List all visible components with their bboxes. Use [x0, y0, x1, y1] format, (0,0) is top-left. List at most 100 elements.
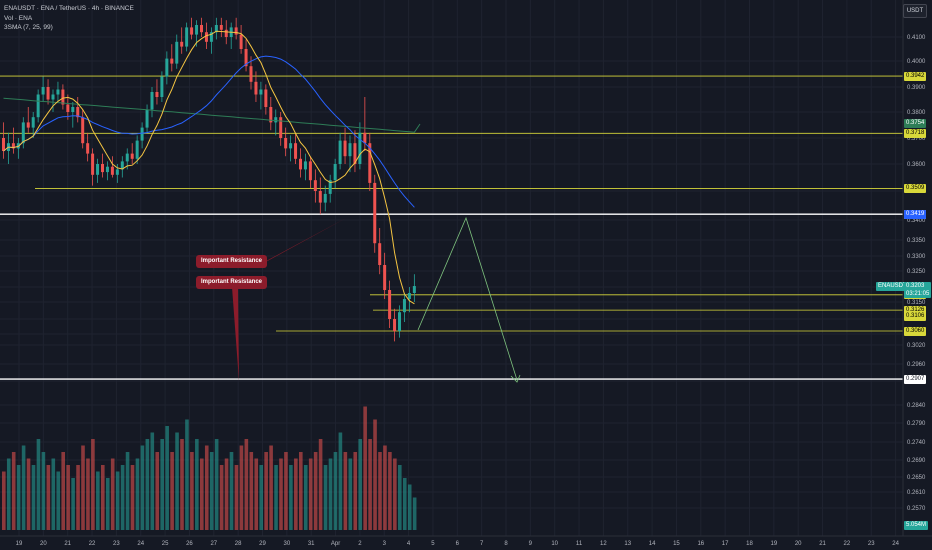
- drawings[interactable]: [232, 216, 521, 383]
- time-tick: 15: [673, 541, 680, 547]
- time-tick: 24: [892, 541, 899, 547]
- volume-bar: [388, 452, 392, 530]
- candle-body: [190, 27, 194, 35]
- candle-body: [294, 143, 298, 159]
- volume-bar: [71, 478, 75, 530]
- volume-bar: [299, 452, 303, 530]
- candle-body: [254, 81, 258, 95]
- volume-bar: [338, 432, 343, 530]
- candle-body: [26, 122, 30, 128]
- volume-bar: [303, 465, 308, 530]
- volume-bar: [358, 439, 362, 530]
- time-tick: 19: [771, 541, 778, 547]
- candle-body: [185, 27, 189, 47]
- sma-indicator-label[interactable]: 3SMA (7, 25, 99): [4, 24, 53, 31]
- candle-body: [363, 132, 367, 144]
- price-tick: 0.2740: [907, 440, 926, 446]
- candle-body: [219, 25, 223, 30]
- candle-body: [299, 158, 302, 170]
- volume-bar: [76, 465, 80, 530]
- price-tick: 0.3300: [907, 254, 926, 260]
- volume-bar: [26, 458, 31, 530]
- time-tick: 25: [162, 541, 169, 547]
- volume-bar: [333, 452, 338, 530]
- volume-bar: [115, 471, 120, 530]
- candle-body: [96, 164, 100, 175]
- price-tick: 0.2690: [907, 458, 926, 464]
- level-price-label: 0.3509: [904, 184, 927, 194]
- time-tick: 11: [576, 541, 583, 547]
- candle-body: [110, 166, 114, 175]
- horizontal-levels[interactable]: [0, 75, 903, 380]
- volume-bar: [16, 465, 21, 530]
- time-tick: 20: [795, 541, 802, 547]
- candle-body: [61, 89, 65, 105]
- volume-bar: [101, 465, 105, 530]
- level-price-label: 0.2907: [904, 374, 927, 384]
- price-tick: 0.3800: [907, 110, 926, 116]
- projection-arrowhead: [510, 374, 521, 383]
- candle-body: [170, 58, 174, 64]
- candle-body: [180, 41, 184, 47]
- resistance-pointer-1: [262, 217, 348, 264]
- volume-bar: [249, 452, 254, 530]
- candle-body: [86, 143, 90, 154]
- volume-bar: [398, 465, 402, 530]
- candle-body: [31, 117, 35, 128]
- price-tick: 0.2570: [907, 506, 926, 512]
- volume-bar: [289, 465, 293, 530]
- volume-bar: [200, 458, 204, 530]
- candle-body: [200, 25, 203, 33]
- time-tick: 9: [529, 541, 533, 547]
- candle-body: [105, 166, 109, 173]
- time-tick: 22: [89, 541, 96, 547]
- symbol-info[interactable]: ENAUSDT · ENA / TetherUS · 4h · BINANCE: [4, 5, 134, 12]
- price-tick: 0.2960: [907, 362, 926, 368]
- candle-body: [175, 41, 179, 64]
- volume-bar: [323, 465, 328, 530]
- sma-7-line: [3, 30, 415, 305]
- volume-bar: [125, 452, 130, 530]
- volume-bar: [180, 439, 184, 530]
- time-tick: 18: [746, 541, 753, 547]
- volume-bar: [343, 452, 348, 530]
- volume-bar: [378, 452, 382, 530]
- sma-25-line: [3, 55, 415, 208]
- volume-bar: [204, 445, 209, 530]
- price-tick: 0.3020: [907, 343, 926, 349]
- candle-body: [209, 32, 213, 42]
- candle-body: [2, 138, 5, 151]
- time-tick: 23: [113, 541, 120, 547]
- time-tick: 19: [16, 541, 23, 547]
- resistance-label-2[interactable]: Important Resistance: [196, 276, 268, 289]
- time-tick: 31: [308, 541, 315, 547]
- time-tick: 21: [64, 541, 71, 547]
- candle-body: [393, 319, 397, 331]
- candle-body: [318, 191, 322, 203]
- candle-body: [214, 25, 218, 33]
- time-tick: 16: [697, 541, 704, 547]
- candle-body: [130, 153, 134, 159]
- time-tick: 6: [456, 541, 460, 547]
- candle-body: [115, 169, 119, 175]
- time-tick: 30: [284, 541, 291, 547]
- currency-button[interactable]: USDT: [903, 4, 927, 18]
- grid-lines: [0, 0, 903, 536]
- projection-path[interactable]: [417, 216, 518, 381]
- level-price-label: 0.3106: [904, 312, 927, 322]
- candle-body: [76, 107, 80, 118]
- volume-bar: [185, 419, 189, 530]
- time-axis[interactable]: 19 20 21 22 23 24 25 26 27 28 29 30 31 Apr 2 3 4 5 6 7 8 9 10 1…: [16, 541, 900, 547]
- candle-body: [41, 87, 45, 95]
- candle-body: [244, 49, 248, 67]
- candle-body: [279, 117, 283, 138]
- resistance-label-1[interactable]: Important Resistance: [196, 255, 268, 268]
- volume-bar: [36, 439, 41, 530]
- time-tick: 20: [40, 541, 47, 547]
- volume-indicator-label[interactable]: Vol · ENA: [4, 14, 33, 22]
- candle-body: [398, 312, 401, 331]
- volume-bar: [259, 465, 263, 530]
- candle-body: [239, 34, 243, 49]
- volume-bar: [140, 445, 145, 530]
